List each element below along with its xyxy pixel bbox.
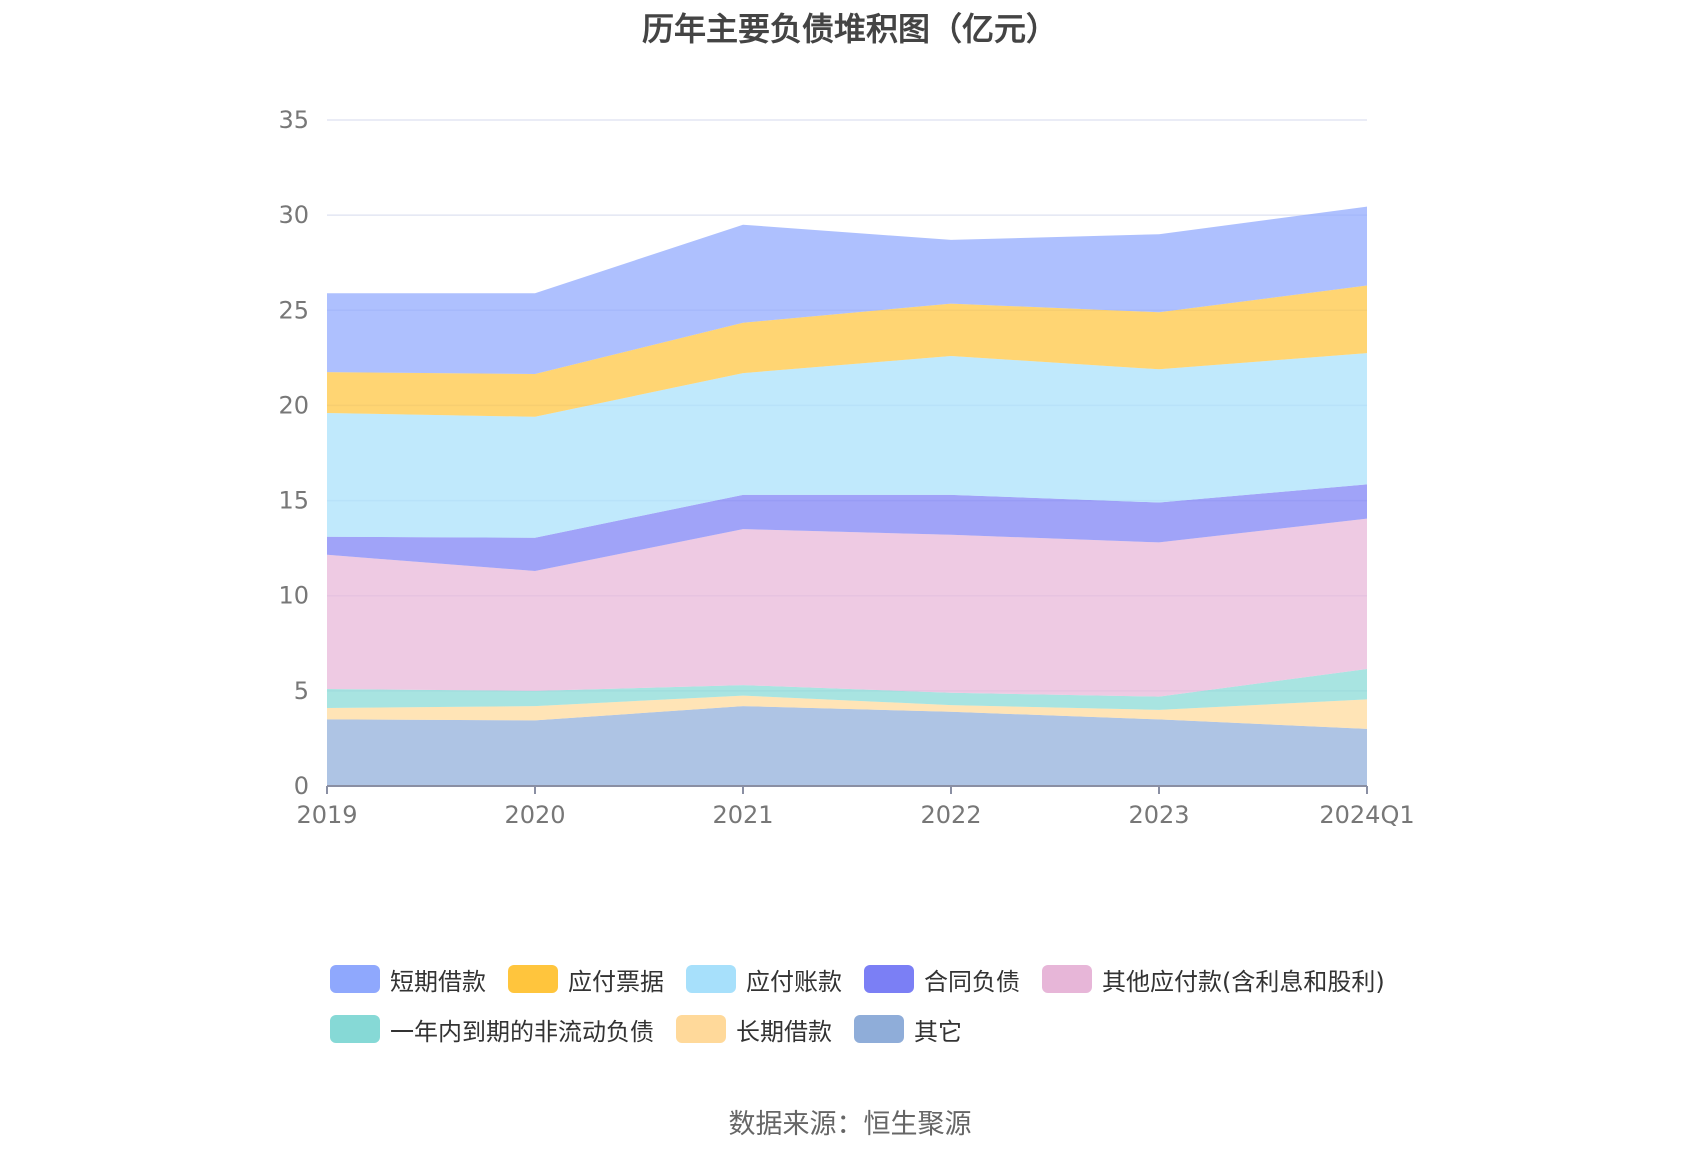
legend-swatch [330,1015,380,1043]
legend-row-1: 短期借款 应付票据 应付账款 合同负债 其他应付款(含利息和股利) [330,954,1410,1004]
area-series-0 [327,706,1367,786]
legend-swatch [1042,965,1092,993]
y-tick-label: 0 [294,772,309,800]
y-tick-label: 25 [278,296,309,324]
x-tick-label: 2022 [920,801,981,829]
legend-label: 其它 [914,1017,962,1046]
axes: 0 5 10 15 20 25 30 35 2019 2020 2021 2022 2023 2024Q1 [278,106,1414,829]
legend-item[interactable]: 应付账款 [686,962,842,997]
area-series-4 [327,484,1367,571]
legend-item[interactable]: 应付票据 [508,962,664,997]
legend-item[interactable]: 长期借款 [676,1012,832,1047]
x-tick-label: 2023 [1128,801,1189,829]
y-tick-label: 35 [278,106,309,134]
legend-swatch [508,965,558,993]
source-note: 数据来源：恒生聚源 [728,1109,972,1140]
legend-item[interactable]: 合同负债 [864,962,1020,997]
legend-swatch [676,1015,726,1043]
legend-swatch [686,965,736,993]
legend-label: 其他应付款(含利息和股利) [1102,967,1385,996]
x-tick-label: 2024Q1 [1319,801,1414,829]
chart-title: 历年主要负债堆积图（亿元） [641,10,1058,48]
legend-item[interactable]: 短期借款 [330,962,486,997]
area-series [327,206,1367,786]
y-tick-label: 30 [278,201,309,229]
legend-label: 应付票据 [568,967,664,996]
y-tick-label: 10 [278,582,309,610]
legend-swatch [854,1015,904,1043]
y-tick-label: 5 [294,677,309,705]
x-tick-label: 2020 [504,801,565,829]
legend-label: 长期借款 [736,1017,832,1046]
legend-item[interactable]: 一年内到期的非流动负债 [330,1012,654,1047]
legend-label: 一年内到期的非流动负债 [390,1017,654,1046]
area-series-7 [327,206,1367,374]
legend-row-2: 一年内到期的非流动负债 长期借款 其它 [330,1004,1410,1054]
area-series-3 [327,518,1367,697]
legend-item[interactable]: 其它 [854,1012,962,1047]
x-tick-label: 2019 [296,801,357,829]
legend-label: 合同负债 [924,967,1020,996]
legend-swatch [864,965,914,993]
area-series-5 [327,353,1367,538]
area-series-6 [327,285,1367,417]
y-tick-label: 15 [278,487,309,515]
x-tick-label: 2021 [712,801,773,829]
area-series-1 [327,695,1367,729]
y-tick-label: 20 [278,391,309,419]
legend-label: 应付账款 [746,967,842,996]
legend-swatch [330,965,380,993]
area-series-2 [327,669,1367,710]
legend: 短期借款 应付票据 应付账款 合同负债 其他应付款(含利息和股利) 一年内到期的非流动负… [330,954,1410,1054]
legend-label: 短期借款 [390,967,486,996]
legend-item[interactable]: 其他应付款(含利息和股利) [1042,962,1385,997]
